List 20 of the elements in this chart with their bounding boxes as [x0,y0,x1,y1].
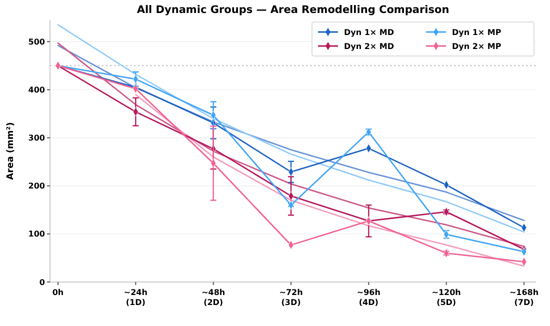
legend-label: Dyn 2× MP [452,42,502,51]
legend-label: Dyn 2× MD [344,42,394,51]
x-tick-label: ~24h (1D) [124,288,148,307]
legend-label: Dyn 1× MD [344,28,394,37]
x-tick-label: 0h [52,288,64,297]
y-axis-title: Area (mm²) [6,122,16,180]
legend-label: Dyn 1× MP [452,28,502,37]
y-tick-label: 200 [28,182,46,191]
y-tick-label: 0 [39,278,46,287]
y-tick-label: 300 [28,134,46,143]
y-tick-label: 100 [28,230,46,239]
y-tick-label: 400 [28,86,46,95]
chart-title: All Dynamic Groups — Area Remodelling Comparison [136,4,450,16]
x-tick-label: ~120h (5D) [432,288,462,307]
x-tick-label: ~96h (4D) [356,288,381,307]
x-tick-label: ~72h (3D) [279,288,304,307]
y-tick-label: 500 [28,37,46,46]
x-tick-label: ~48h (2D) [202,288,226,307]
line-series [134,94,525,267]
x-tick-label: ~168h (7D) [509,288,539,307]
